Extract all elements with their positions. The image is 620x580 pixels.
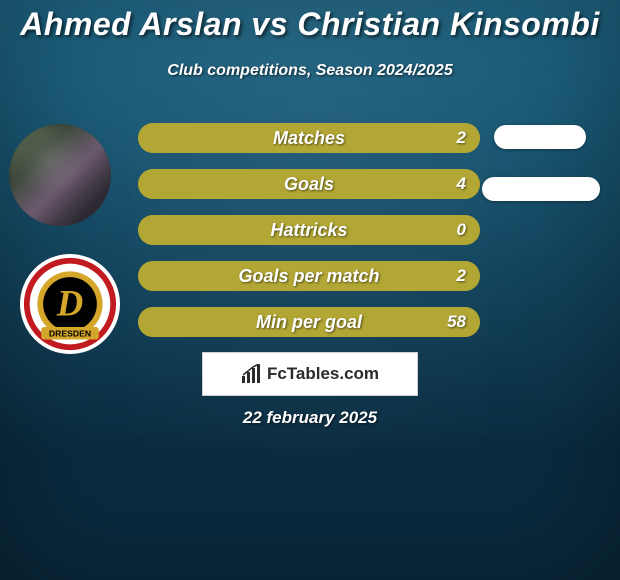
page-title: Ahmed Arslan vs Christian Kinsombi — [0, 6, 620, 43]
brand-text: FcTables.com — [267, 364, 379, 384]
player1-avatar-image — [9, 124, 111, 226]
svg-text:DRESDEN: DRESDEN — [49, 329, 91, 339]
comparison-pill — [494, 125, 586, 149]
stat-row: Hattricks0 — [138, 215, 480, 245]
stat-value: 0 — [457, 215, 466, 245]
stat-label: Goals — [138, 169, 480, 199]
dresden-badge-icon: D DRESDEN — [22, 256, 118, 352]
stat-label: Matches — [138, 123, 480, 153]
stats-container: Matches2Goals4Hattricks0Goals per match2… — [138, 123, 480, 337]
stat-row: Matches2 — [138, 123, 480, 153]
comparison-card: Ahmed Arslan vs Christian Kinsombi Club … — [0, 0, 620, 580]
stat-row: Goals4 — [138, 169, 480, 199]
svg-text:D: D — [56, 283, 83, 324]
player1-avatar — [9, 124, 111, 226]
player2-club-logo: D DRESDEN — [20, 254, 120, 354]
stat-value: 2 — [457, 261, 466, 291]
stat-value: 58 — [447, 307, 466, 337]
stat-label: Hattricks — [138, 215, 480, 245]
subtitle: Club competitions, Season 2024/2025 — [0, 62, 620, 80]
comparison-pill — [482, 177, 600, 201]
stat-row: Min per goal58 — [138, 307, 480, 337]
brand-box[interactable]: FcTables.com — [202, 352, 418, 396]
stat-value: 4 — [457, 169, 466, 199]
date-label: 22 february 2025 — [0, 408, 620, 428]
stat-label: Min per goal — [138, 307, 480, 337]
stat-value: 2 — [457, 123, 466, 153]
stat-label: Goals per match — [138, 261, 480, 291]
stat-row: Goals per match2 — [138, 261, 480, 291]
chart-icon — [241, 364, 261, 384]
